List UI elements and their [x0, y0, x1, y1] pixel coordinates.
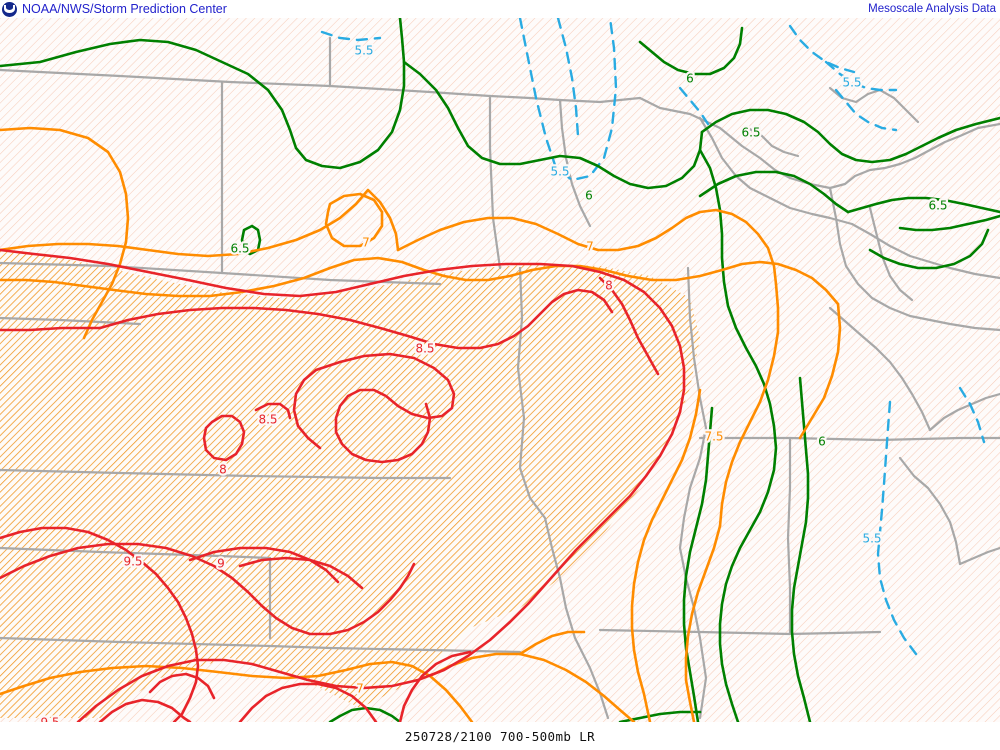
- contour-label-halo: 6: [818, 435, 826, 449]
- contour-label-group: 5.55.55.55.55.55.55.55.566666.56.56.56.5…: [38, 41, 950, 723]
- contour-label: 7: [586, 240, 594, 254]
- page-title: NOAA/NWS/Storm Prediction Center: [22, 2, 227, 16]
- contour-label-halo: 7: [362, 236, 370, 250]
- contour-red-8-9p5: [0, 248, 686, 722]
- contour-label: 9.5: [123, 555, 142, 569]
- shaded-region-ge8: [0, 250, 700, 718]
- contour-label: 8: [605, 279, 613, 293]
- valid-time-product-label: 250728/2100 700-500mb LR: [404, 728, 596, 744]
- contour-label-halo: 5.5: [354, 44, 373, 58]
- contour-label: 5.5: [842, 76, 861, 90]
- header-branding: NOAA/NWS/Storm Prediction Center: [0, 0, 227, 18]
- page-header: NOAA/NWS/Storm Prediction Center Mesosca…: [0, 0, 1000, 18]
- contour-label: 6: [585, 189, 593, 203]
- contour-label: 8.5: [415, 342, 434, 356]
- map-canvas[interactable]: 5.5 5.5 5.5 5.5 5.5 5.5 5.5 5.5 6 6 6 6 6.5 6.5 6.5 6.5…: [0, 18, 1000, 722]
- contour-label-halo: 6: [686, 72, 694, 86]
- contour-green-6-6p5: [0, 18, 1000, 722]
- contour-label-halo: 6.5: [928, 199, 947, 213]
- contour-label: 6.5: [928, 199, 947, 213]
- contour-label-halo: 6.5: [741, 126, 760, 140]
- contour-label-halo: 8: [219, 463, 227, 477]
- contour-map: 5.55.55.55.55.55.55.55.566666.56.56.56.5…: [0, 18, 1000, 722]
- contour-label-halo: 7.5: [704, 430, 723, 444]
- contour-label: 6: [686, 72, 694, 86]
- contour-label-halo: 6: [585, 189, 593, 203]
- contour-label-halo: 9: [217, 557, 225, 571]
- contour-label: 8: [219, 463, 227, 477]
- contour-label: 5.5: [550, 165, 569, 179]
- contour-label-halo: 5.5: [862, 532, 881, 546]
- contour-label-halo: 9.5: [40, 716, 59, 723]
- contour-label-halo: 5.5: [550, 165, 569, 179]
- contour-label: 9.5: [40, 716, 59, 723]
- contour-orange-7-7p5: [0, 126, 842, 722]
- contour-label-halo: 6.5: [230, 242, 249, 256]
- contour-label-halo: 7: [586, 240, 594, 254]
- contour-label: 9: [217, 557, 225, 571]
- contour-label: 5.5: [354, 44, 373, 58]
- contour-label: 6.5: [741, 126, 760, 140]
- contour-label-halo: 8.5: [258, 413, 277, 427]
- contour-label-halo: 9.5: [123, 555, 142, 569]
- contour-label: 7: [362, 236, 370, 250]
- dataset-label: Mesoscale Analysis Data: [868, 3, 996, 15]
- noaa-logo-icon: [2, 1, 18, 17]
- contour-label-halo: 7: [356, 682, 364, 696]
- contour-5p5-cyan: [320, 18, 986, 656]
- contour-label: 6: [818, 435, 826, 449]
- contour-label: 7.5: [704, 430, 723, 444]
- contour-label: 7: [356, 682, 364, 696]
- contour-label-halo: 8.5: [415, 342, 434, 356]
- state-boundaries: [0, 36, 1000, 720]
- contour-label: 6.5: [230, 242, 249, 256]
- contour-label: 5.5: [862, 532, 881, 546]
- map-footer: 250728/2100 700-500mb LR: [0, 722, 1000, 750]
- contour-label: 8.5: [258, 413, 277, 427]
- contour-label-halo: 8: [605, 279, 613, 293]
- contour-label-halo: 5.5: [842, 76, 861, 90]
